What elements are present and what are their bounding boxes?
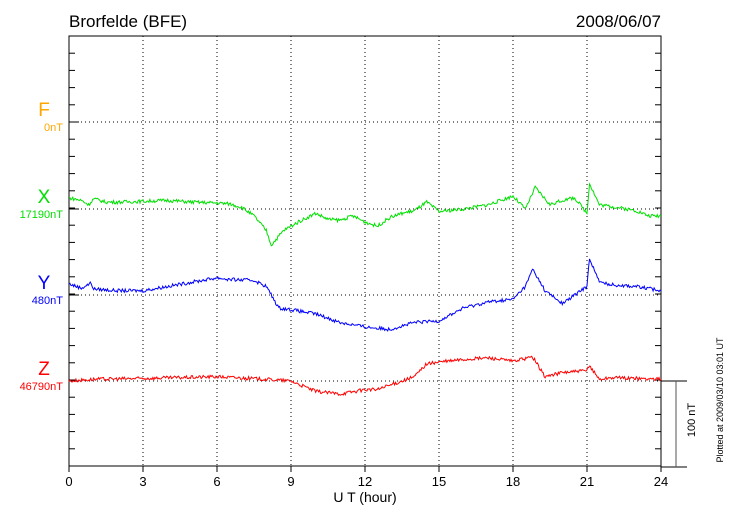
series-line-x: [69, 182, 662, 247]
scale-bar-label: 100 nT: [686, 403, 698, 438]
baseline-value-y: 480nT: [32, 295, 63, 307]
series-label-x: X: [38, 187, 51, 208]
series-line-z: [68, 355, 662, 396]
x-tick-label: 21: [580, 474, 594, 489]
x-tick-label: 3: [139, 474, 146, 489]
series-line-y: [68, 258, 662, 332]
baseline-value-f: 0nT: [44, 122, 63, 134]
x-tick-label: 15: [432, 474, 446, 489]
chart-title: Brorfelde (BFE): [69, 12, 187, 31]
x-tick-label: 24: [654, 474, 668, 489]
x-tick-label: 9: [287, 474, 294, 489]
x-axis-label: U T (hour): [333, 489, 396, 505]
chart-date: 2008/06/07: [576, 12, 661, 31]
series-label-z: Z: [38, 359, 50, 380]
x-tick-label: 12: [358, 474, 372, 489]
x-tick-label: 18: [506, 474, 520, 489]
plotted-footer: Plotted at 2009/03/10 03:01 UT: [715, 337, 725, 463]
x-tick-label: 6: [213, 474, 220, 489]
series-label-f: F: [38, 100, 50, 121]
x-tick-label: 0: [65, 474, 72, 489]
series-label-y: Y: [38, 273, 51, 294]
baseline-value-x: 17190nT: [20, 209, 64, 221]
baseline-value-z: 46790nT: [20, 381, 64, 393]
